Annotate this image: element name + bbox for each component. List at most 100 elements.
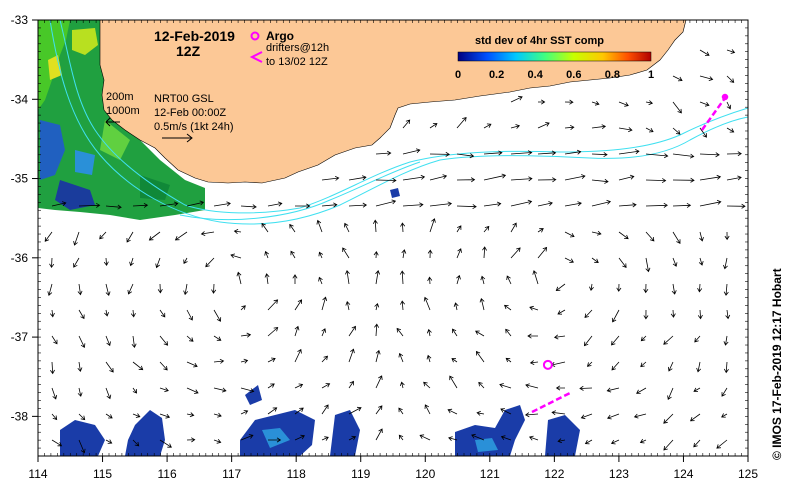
current-arrow (321, 436, 329, 441)
current-arrow (375, 150, 392, 156)
map-time-title: 12Z (176, 43, 201, 59)
current-arrow (611, 309, 620, 323)
current-arrow (316, 219, 323, 233)
current-arrow (174, 231, 188, 241)
current-arrow (321, 175, 340, 181)
current-arrow (640, 361, 647, 368)
current-arrow (205, 257, 215, 268)
current-arrow (240, 387, 255, 393)
current-arrow (671, 283, 677, 295)
product-time: 12-Feb 00:00Z (154, 107, 226, 119)
scale-label: 0.5m/s (1kt 24h) (154, 121, 233, 133)
current-arrow (482, 246, 487, 259)
current-arrow (105, 335, 111, 347)
current-arrow (159, 335, 169, 346)
current-arrow (564, 174, 586, 181)
current-arrow (699, 231, 704, 242)
current-arrow (426, 328, 432, 337)
current-arrow (186, 309, 193, 321)
drifter-tracks (531, 93, 729, 414)
current-arrow (672, 127, 681, 135)
current-arrow (670, 309, 676, 318)
current-arrow (77, 387, 83, 397)
current-arrow (159, 309, 166, 318)
sst-colorbar: std dev of 4hr SST comp 0 0.2 0.4 0.6 0.8 1 (455, 35, 654, 81)
argo-legend: Argo drifters@12h to 13/02 12Z (249, 29, 329, 68)
x-tick-label: 115 (93, 467, 112, 481)
current-arrow (448, 436, 458, 441)
current-arrow (186, 361, 198, 368)
current-arrow (157, 283, 163, 294)
current-arrow (475, 350, 485, 363)
current-arrow (510, 247, 521, 259)
current-arrow (510, 199, 533, 207)
current-arrow (645, 100, 654, 106)
current-arrow (321, 296, 328, 311)
current-arrow (564, 257, 574, 263)
current-arrow (375, 428, 383, 441)
current-arrow (557, 438, 566, 444)
current-arrow (645, 257, 651, 273)
current-arrow (532, 270, 539, 285)
current-arrow (645, 153, 669, 159)
current-arrow (49, 309, 55, 318)
current-arrow (645, 231, 655, 242)
current-arrow (537, 201, 553, 207)
drifter-legend-label-1: drifters@12h (266, 42, 329, 54)
current-arrow (452, 328, 458, 337)
current-arrow (213, 201, 231, 207)
current-arrow (294, 383, 304, 389)
current-arrow (126, 231, 134, 243)
current-arrow (726, 101, 732, 110)
current-arrow (375, 270, 381, 285)
x-tick-label: 116 (158, 467, 177, 481)
current-arrow (456, 225, 462, 233)
current-arrow (77, 361, 83, 372)
current-arrow (690, 413, 701, 422)
current-arrow (427, 276, 433, 285)
current-arrow (148, 231, 161, 241)
y-tick-label: -35 (11, 172, 29, 186)
current-arrow (611, 361, 620, 371)
current-arrow (471, 433, 485, 441)
current-arrow (294, 299, 303, 311)
current-arrow (105, 361, 114, 373)
current-arrow (510, 222, 517, 233)
colorbar-tick-label: 0.6 (566, 69, 581, 81)
current-arrow (130, 309, 136, 318)
current-arrow (483, 201, 502, 207)
current-arrow (267, 407, 278, 415)
current-arrow (400, 222, 406, 233)
current-arrow (99, 231, 107, 240)
current-arrow (483, 150, 503, 156)
current-arrow (449, 375, 458, 389)
current-arrow (606, 413, 620, 420)
argo-float-marker (542, 359, 553, 370)
current-arrow (294, 407, 304, 415)
current-arrow (186, 335, 194, 342)
current-arrow (589, 283, 594, 292)
current-arrow (529, 360, 539, 365)
current-arrow (402, 174, 426, 181)
current-arrow (537, 122, 550, 129)
current-arrow (264, 250, 269, 259)
x-tick-label: 122 (544, 467, 564, 481)
current-arrow (342, 247, 350, 259)
isobath-contours (49, 19, 749, 225)
current-arrow (640, 335, 647, 342)
current-arrow (451, 358, 458, 363)
current-arrow (267, 327, 279, 337)
current-arrow (240, 434, 254, 441)
current-arrow (699, 75, 714, 81)
current-arrow (51, 439, 63, 447)
current-arrow (240, 358, 249, 364)
current-arrow (456, 116, 467, 129)
current-arrow (500, 435, 512, 441)
current-arrow (723, 361, 729, 374)
current-arrow (267, 383, 275, 389)
current-arrow (699, 101, 710, 107)
current-arrow (618, 101, 629, 107)
current-arrow (525, 383, 539, 389)
current-arrow (424, 404, 431, 415)
current-arrow (398, 352, 404, 363)
